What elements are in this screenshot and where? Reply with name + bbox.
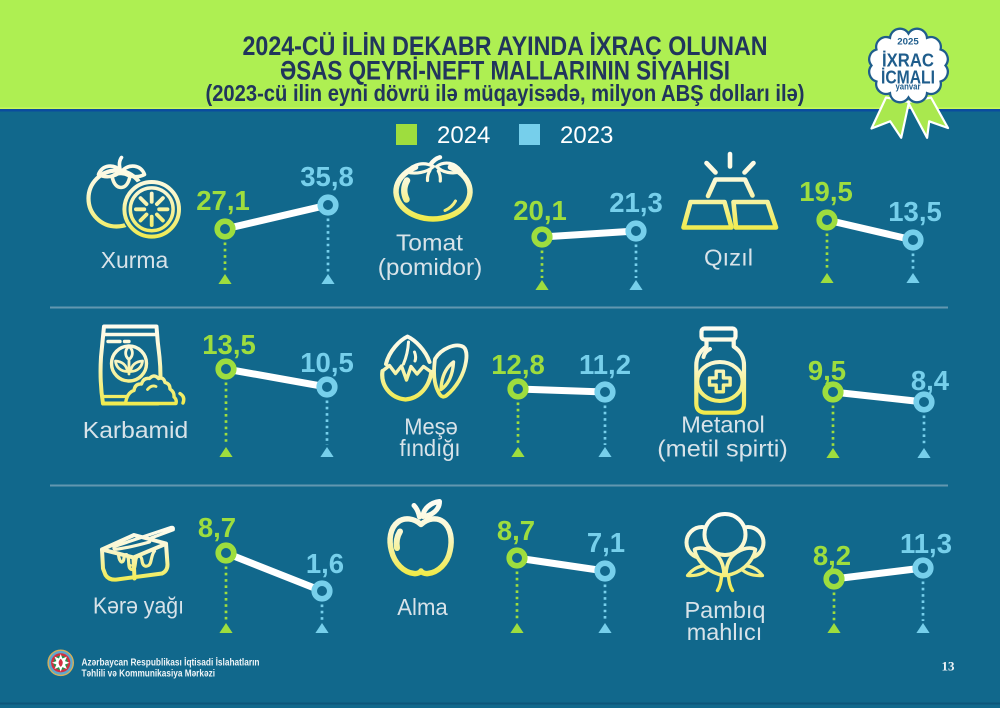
- svg-text:11,2: 11,2: [579, 349, 631, 380]
- svg-text:12,8: 12,8: [491, 349, 545, 380]
- svg-text:Tomat: Tomat: [396, 230, 463, 256]
- svg-text:ƏSAS QEYRİ-NEFT MALLARININ SİY: ƏSAS QEYRİ-NEFT MALLARININ SİYAHISI: [280, 56, 730, 86]
- svg-text:1,6: 1,6: [306, 548, 344, 579]
- svg-text:İCMALI: İCMALI: [881, 68, 935, 88]
- svg-text:Kərə yağı: Kərə yağı: [93, 593, 184, 619]
- svg-text:Təhlili və Kommunikasiya Mərkə: Təhlili və Kommunikasiya Mərkəzi: [82, 669, 216, 680]
- svg-text:2025: 2025: [897, 37, 919, 47]
- svg-text:2023: 2023: [560, 122, 613, 149]
- svg-text:13: 13: [942, 659, 956, 674]
- svg-text:13,5: 13,5: [888, 196, 942, 227]
- svg-text:İXRAC: İXRAC: [882, 49, 934, 70]
- svg-text:8,2: 8,2: [813, 540, 851, 571]
- svg-text:mahlıcı: mahlıcı: [687, 619, 763, 645]
- svg-text:20,1: 20,1: [513, 195, 567, 226]
- svg-text:10,5: 10,5: [300, 347, 354, 378]
- svg-text:8,7: 8,7: [198, 512, 236, 543]
- svg-text:9,5: 9,5: [808, 355, 846, 386]
- svg-text:8,7: 8,7: [497, 515, 535, 546]
- svg-text:Metanol: Metanol: [681, 412, 765, 438]
- svg-text:13,5: 13,5: [202, 329, 256, 360]
- svg-text:2024: 2024: [437, 122, 490, 149]
- svg-text:(metil spirti): (metil spirti): [657, 436, 788, 462]
- svg-text:2024-CÜ İLİN DEKABR AYINDA İXR: 2024-CÜ İLİN DEKABR AYINDA İXRAC OLUNAN: [243, 31, 768, 61]
- svg-text:Xurma: Xurma: [101, 247, 169, 273]
- svg-text:Karbamid: Karbamid: [83, 417, 189, 443]
- svg-text:(2023-cü ilin eyni dövrü ilə m: (2023-cü ilin eyni dövrü ilə müqayisədə,…: [206, 80, 805, 106]
- svg-text:35,8: 35,8: [300, 161, 354, 192]
- svg-text:11,3: 11,3: [900, 528, 952, 559]
- svg-text:8,4: 8,4: [911, 365, 950, 396]
- svg-text:27,1: 27,1: [196, 185, 250, 216]
- svg-text:Azərbaycan Respublikası İqtisa: Azərbaycan Respublikası İqtisadi İslahat…: [82, 656, 260, 669]
- svg-text:19,5: 19,5: [799, 176, 853, 207]
- svg-text:fındığı: fındığı: [400, 435, 461, 461]
- svg-text:Alma: Alma: [397, 594, 448, 620]
- svg-text:Pambıq: Pambıq: [685, 597, 766, 623]
- svg-text:yanvar: yanvar: [896, 82, 921, 92]
- svg-text:21,3: 21,3: [609, 187, 663, 218]
- svg-text:7,1: 7,1: [587, 527, 625, 558]
- svg-text:Meşə: Meşə: [404, 414, 458, 440]
- svg-text:Qızıl: Qızıl: [704, 245, 753, 271]
- svg-text:(pomidor): (pomidor): [378, 254, 483, 280]
